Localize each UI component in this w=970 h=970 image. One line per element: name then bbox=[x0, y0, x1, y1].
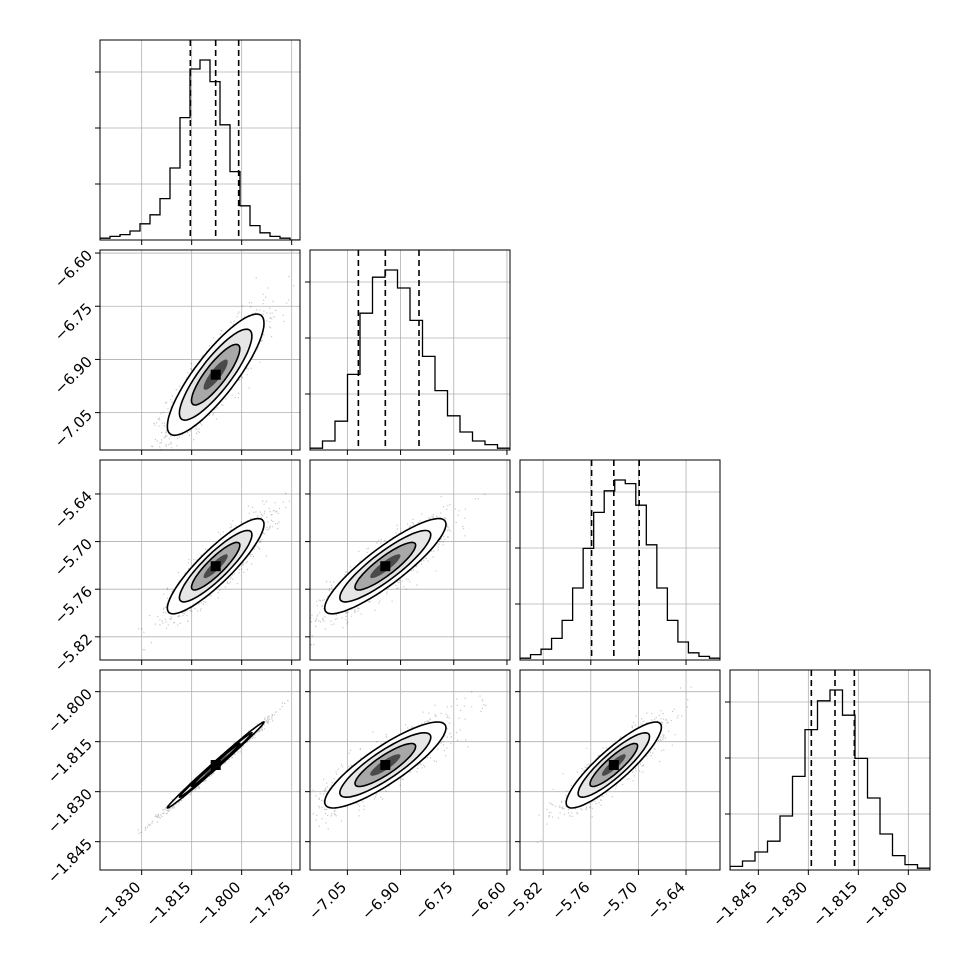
panel-frame bbox=[519, 669, 721, 871]
x-tick-label: −5.76 bbox=[548, 878, 593, 923]
panel-2-1 bbox=[305, 459, 511, 665]
x-tick-label: −1.815 bbox=[143, 878, 195, 930]
y-tick-label: −6.90 bbox=[51, 353, 96, 398]
density-peak bbox=[210, 760, 221, 770]
histogram-step bbox=[100, 59, 300, 240]
x-tick-label: −5.64 bbox=[644, 878, 689, 923]
panel-1-1 bbox=[305, 249, 511, 455]
y-tick-label: −1.815 bbox=[44, 735, 96, 787]
x-tick-label: −5.82 bbox=[501, 878, 546, 923]
x-tick-label: −1.785 bbox=[243, 878, 295, 930]
panel-plot-area bbox=[310, 670, 510, 870]
panel-2-2 bbox=[515, 459, 721, 665]
x-tick-label: −1.815 bbox=[809, 878, 861, 930]
y-tick-label: −1.830 bbox=[44, 785, 96, 837]
panel-plot-area bbox=[520, 460, 720, 660]
panel-frame bbox=[519, 459, 721, 661]
panel-plot-area bbox=[310, 250, 510, 450]
y-tick-label: −6.75 bbox=[51, 300, 96, 345]
panel-frame bbox=[99, 249, 301, 451]
panel-frame bbox=[99, 459, 301, 661]
y-tick-label: −1.845 bbox=[44, 835, 96, 887]
y-tick-label: −7.05 bbox=[51, 406, 96, 451]
x-tick-label: −7.05 bbox=[305, 878, 350, 923]
x-tick-label: −1.845 bbox=[709, 878, 761, 930]
x-tick-label: −1.800 bbox=[193, 878, 245, 930]
density-peak bbox=[210, 561, 221, 572]
y-tick-label: −6.60 bbox=[51, 246, 96, 291]
y-tick-label: −1.800 bbox=[44, 685, 96, 737]
panel-plot-area bbox=[100, 670, 300, 870]
panel-plot-area bbox=[100, 250, 300, 450]
panel-3-2: −5.82 −5.76 −5.70 −5.64 bbox=[501, 669, 721, 923]
panel-frame bbox=[99, 39, 301, 241]
panel-frame bbox=[309, 669, 511, 871]
panel-3-1: −7.05 −6.90 −6.75 −6.60 bbox=[305, 669, 511, 923]
y-tick-label: −5.70 bbox=[51, 535, 96, 580]
panel-frame bbox=[309, 459, 511, 661]
x-tick-label: −6.60 bbox=[465, 878, 510, 923]
panel-plot-area bbox=[730, 670, 930, 870]
x-tick-label: −6.90 bbox=[358, 878, 403, 923]
histogram-step bbox=[310, 269, 510, 450]
density-peak bbox=[380, 760, 391, 770]
panel-frame bbox=[99, 669, 301, 871]
panel-frame bbox=[729, 669, 931, 871]
y-tick-label: −5.64 bbox=[51, 487, 96, 532]
x-tick-label: −1.800 bbox=[859, 878, 911, 930]
y-tick-label: −5.76 bbox=[51, 582, 96, 627]
panel-plot-area bbox=[100, 40, 300, 240]
panel-3-3: −1.845−1.830−1.815−1.800 bbox=[709, 669, 931, 930]
panel-plot-area bbox=[100, 460, 300, 660]
panel-plot-area bbox=[310, 460, 510, 660]
x-tick-label: −5.70 bbox=[596, 878, 641, 923]
density-peak bbox=[608, 760, 619, 770]
panel-plot-area bbox=[520, 670, 720, 870]
panel-2-0: −5.82−5.76−5.70−5.64 bbox=[51, 459, 301, 675]
panel-frame bbox=[309, 249, 511, 451]
y-tick-label: −5.82 bbox=[51, 630, 96, 675]
x-tick-label: −1.830 bbox=[759, 878, 811, 930]
histogram-step bbox=[520, 479, 720, 660]
x-tick-label: −6.75 bbox=[411, 878, 456, 923]
panel-3-0: −1.845−1.830−1.815−1.800−1.830−1.815−1.8… bbox=[44, 669, 301, 930]
x-tick-label: −1.830 bbox=[93, 878, 145, 930]
density-peak bbox=[380, 561, 391, 572]
density-peak bbox=[210, 369, 221, 380]
histogram-step bbox=[730, 689, 930, 870]
panel-0-0 bbox=[95, 39, 301, 245]
panel-1-0: −7.05 −6.90 −6.75 −6.60 bbox=[51, 246, 301, 455]
